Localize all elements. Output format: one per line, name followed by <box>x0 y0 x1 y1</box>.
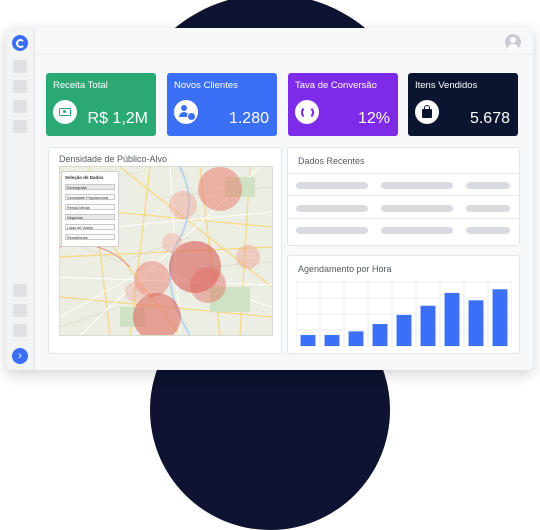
sidebar-item-4[interactable] <box>13 120 27 133</box>
map-option-renda[interactable]: Renda Média <box>65 204 115 210</box>
cash-icon <box>53 100 77 124</box>
chart-bar-5[interactable] <box>396 314 412 346</box>
map-option-negocios[interactable]: Negócios <box>65 214 115 220</box>
map-option-lojas[interactable]: Lojas de Varejo <box>65 224 115 230</box>
sidebar-item-3[interactable] <box>13 100 27 113</box>
card-title: Tava de Conversão <box>295 80 377 91</box>
app-window: › Receita Total R$ 1,2M Novos Clientes 1… <box>6 28 533 370</box>
card-title: Receita Total <box>53 80 108 91</box>
sidebar-item-5[interactable] <box>13 284 27 297</box>
chart-bar-2[interactable] <box>324 335 340 346</box>
schedule-panel: Agendamento por Hora <box>287 255 520 354</box>
density-map[interactable]: Seleção de Dados Demografia Densidade Po… <box>59 166 273 336</box>
sidebar-item-6[interactable] <box>13 304 27 317</box>
schedule-bar-chart <box>296 281 512 347</box>
recent-data-panel: Dados Recentes <box>287 147 520 246</box>
sidebar-item-1[interactable] <box>13 60 27 73</box>
logo-icon[interactable] <box>12 35 28 51</box>
chart-bar-7[interactable] <box>444 292 460 346</box>
map-selector-title: Seleção de Dados <box>65 175 104 180</box>
sidebar-item-2[interactable] <box>13 80 27 93</box>
map-option-densidade[interactable]: Densidade Populacional <box>65 194 115 200</box>
card-title: Itens Vendidos <box>415 80 478 91</box>
card-value: 12% <box>357 110 390 127</box>
panel-title: Dados Recentes <box>298 156 365 166</box>
map-option-residencias[interactable]: Residências <box>65 234 115 240</box>
card-title: Novos Clientes <box>174 80 238 91</box>
sync-icon <box>295 100 319 124</box>
chevron-right-icon: › <box>18 350 22 362</box>
card-revenue[interactable]: Receita Total R$ 1,2M <box>46 73 156 136</box>
placeholder-cell <box>296 205 368 212</box>
density-panel: Densidade de Público-Alvo <box>48 147 282 354</box>
placeholder-cell <box>466 227 510 234</box>
placeholder-cell <box>466 182 510 189</box>
placeholder-cell <box>296 227 368 234</box>
chart-bar-9[interactable] <box>492 289 508 346</box>
user-plus-icon <box>174 100 198 124</box>
divider <box>288 218 519 219</box>
user-avatar-icon[interactable] <box>505 34 521 50</box>
panel-title: Agendamento por Hora <box>298 264 392 274</box>
map-option-demografia[interactable]: Demografia <box>65 184 115 190</box>
chart-bar-6[interactable] <box>420 305 436 346</box>
placeholder-cell <box>296 182 368 189</box>
panel-title: Densidade de Público-Alvo <box>59 154 168 164</box>
placeholder-cell <box>381 227 453 234</box>
divider <box>288 173 519 174</box>
sidebar-expand-button[interactable]: › <box>12 348 28 364</box>
chart-bar-4[interactable] <box>372 324 388 346</box>
placeholder-cell <box>381 182 453 189</box>
sidebar-item-7[interactable] <box>13 324 27 337</box>
chart-bar-1[interactable] <box>300 335 316 346</box>
placeholder-cell <box>381 205 453 212</box>
chart-bar-3[interactable] <box>348 331 364 346</box>
sidebar: › <box>6 28 35 370</box>
card-value: R$ 1,2M <box>87 110 148 127</box>
topbar <box>35 28 533 55</box>
card-conversion[interactable]: Tava de Conversão 12% <box>288 73 398 136</box>
chart-bar-8[interactable] <box>468 300 484 346</box>
divider <box>288 195 519 196</box>
placeholder-cell <box>466 205 510 212</box>
card-value: 1.280 <box>228 110 269 127</box>
card-new-clients[interactable]: Novos Clientes 1.280 <box>167 73 277 136</box>
map-data-selector: Seleção de Dados Demografia Densidade Po… <box>61 171 119 247</box>
card-items-sold[interactable]: Itens Vendidos 5.678 <box>408 73 518 136</box>
shopping-bag-icon <box>415 100 439 124</box>
card-value: 5.678 <box>469 110 510 127</box>
